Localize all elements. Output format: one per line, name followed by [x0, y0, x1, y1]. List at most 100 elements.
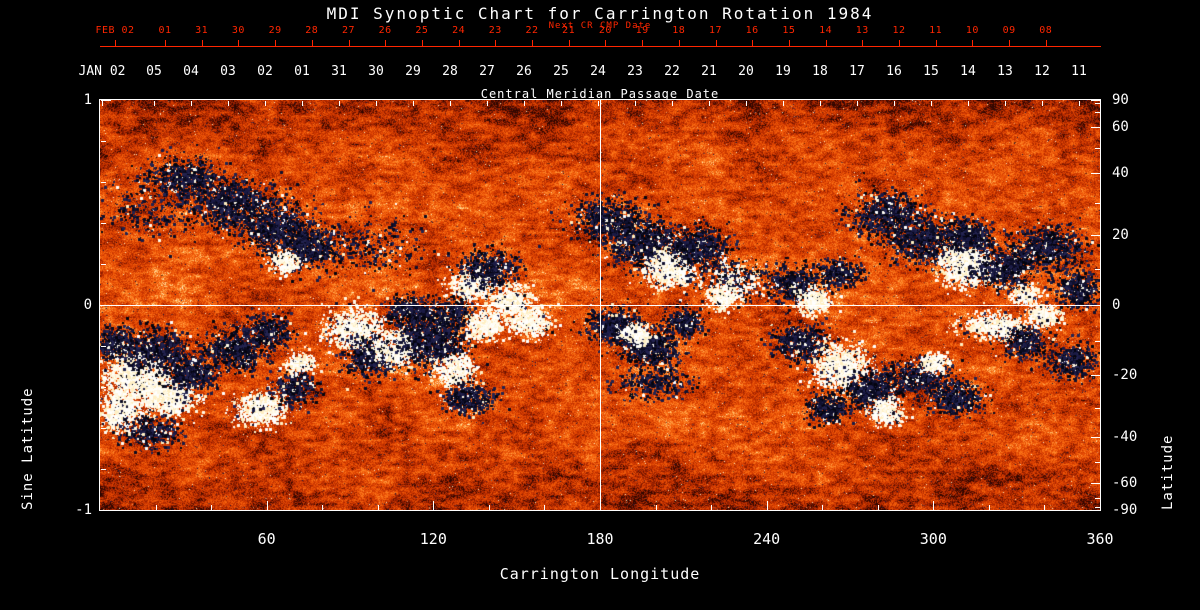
- red-date-label: 15: [782, 25, 796, 36]
- y-left-minor-tick: [101, 387, 106, 388]
- y-right-major-tick: [1091, 234, 1100, 236]
- y-right-tick-label: -20: [1112, 367, 1138, 384]
- red-date-label: 26: [378, 25, 392, 36]
- x-minor-tick: [544, 505, 546, 510]
- x-minor-tick: [988, 505, 990, 510]
- cmp-axis-tick: [413, 101, 414, 106]
- x-major-tick: [1100, 501, 1101, 510]
- cmp-date-label: 27: [479, 64, 495, 79]
- x-minor-tick: [877, 505, 879, 510]
- x-minor-tick: [211, 505, 213, 510]
- x-major-tick: [266, 501, 268, 510]
- y-left-minor-tick: [101, 469, 106, 470]
- cmp-date-label: 14: [960, 64, 976, 79]
- red-axis-tick: [715, 40, 717, 46]
- red-date-label: 13: [855, 25, 869, 36]
- y-left-minor-tick: [101, 346, 106, 347]
- red-axis-tick: [458, 40, 460, 46]
- cmp-axis-tick: [561, 101, 562, 106]
- red-axis-tick: [752, 40, 754, 46]
- red-axis-tick: [972, 40, 974, 46]
- chart-title: MDI Synoptic Chart for Carrington Rotati…: [326, 4, 874, 23]
- red-date-label: 17: [708, 25, 723, 36]
- cmp-date-label: 25: [553, 64, 569, 79]
- red-axis-tick: [421, 40, 423, 46]
- red-date-label: 11: [929, 25, 943, 36]
- red-date-label: 19: [635, 25, 649, 36]
- x-minor-tick: [822, 505, 824, 510]
- cmp-date-label: 05: [146, 64, 162, 79]
- red-axis-tick: [275, 40, 277, 46]
- y-right-minor-tick: [1095, 202, 1100, 204]
- x-minor-tick: [655, 505, 657, 510]
- red-date-label: 14: [819, 25, 833, 36]
- red-axis-tick: [238, 40, 240, 46]
- cmp-date-label: 11: [1071, 64, 1087, 79]
- cmp-axis-tick: [1005, 101, 1006, 106]
- y-right-major-tick: [1091, 482, 1100, 484]
- x-tick-label: 360: [1086, 530, 1114, 548]
- y-right-major-tick: [1091, 173, 1100, 175]
- cmp-axis-tick: [302, 101, 303, 106]
- central-meridian-passage-date-axis-title: Central Meridian Passage Date: [480, 87, 720, 101]
- red-date-label: 20: [598, 25, 612, 36]
- cmp-date-label: 12: [1034, 64, 1050, 79]
- cmp-date-label: 17: [849, 64, 865, 79]
- red-date-label: 24: [452, 25, 466, 36]
- red-date-label: 27: [341, 25, 356, 36]
- red-date-label: 01: [158, 25, 172, 36]
- cmp-date-label: JAN 02: [78, 64, 126, 79]
- x-minor-tick: [488, 505, 490, 510]
- cmp-date-label: 04: [183, 64, 199, 79]
- red-axis-tick: [642, 40, 644, 46]
- x-major-tick: [433, 501, 435, 510]
- cmp-axis-tick: [228, 101, 229, 106]
- cmp-axis-tick: [376, 101, 377, 106]
- cmp-axis-tick: [894, 101, 895, 106]
- cmp-axis-tick: [1079, 101, 1080, 106]
- y-right-major-tick: [1091, 375, 1100, 377]
- red-date-label: 28: [305, 25, 319, 36]
- latitude-axis-title: Latitude: [1160, 434, 1176, 510]
- cmp-axis-tick: [820, 101, 821, 106]
- cmp-axis-tick: [339, 101, 340, 106]
- y-left-major-tick: [101, 100, 111, 101]
- cmp-axis-tick: [709, 101, 710, 106]
- y-left-minor-tick: [101, 182, 106, 183]
- cmp-date-label: 24: [590, 64, 606, 79]
- y-right-minor-tick: [1095, 462, 1100, 464]
- red-axis-tick: [568, 40, 570, 46]
- red-date-label: 21: [562, 25, 576, 36]
- cmp-date-label: 31: [331, 64, 347, 79]
- x-minor-tick: [377, 505, 379, 510]
- red-axis-tick: [788, 40, 790, 46]
- cmp-axis-tick: [265, 101, 266, 106]
- red-axis-tick: [862, 40, 864, 46]
- red-date-label: 29: [268, 25, 282, 36]
- red-axis-tick: [201, 40, 203, 46]
- cmp-axis-tick: [931, 101, 932, 106]
- red-date-label: 12: [892, 25, 906, 36]
- y-left-minor-tick: [101, 141, 106, 142]
- y-right-tick-label: -90: [1112, 502, 1138, 518]
- y-left-minor-tick: [101, 264, 106, 265]
- y-right-tick-label: 40: [1112, 165, 1129, 182]
- cmp-axis-tick: [1042, 101, 1043, 106]
- y-right-major-tick: [1091, 127, 1100, 129]
- cmp-date-label: 13: [997, 64, 1013, 79]
- cmp-date-label: 19: [775, 64, 791, 79]
- cmp-axis-tick: [102, 101, 103, 106]
- red-date-label: 16: [745, 25, 759, 36]
- cmp-axis-tick: [783, 101, 784, 106]
- cmp-axis-tick: [746, 101, 747, 106]
- x-major-tick: [766, 501, 768, 510]
- cmp-date-label: 22: [664, 64, 680, 79]
- y-right-minor-tick: [1095, 147, 1100, 149]
- cmp-date-label: 02: [257, 64, 273, 79]
- x-tick-label: 120: [419, 530, 447, 548]
- x-major-tick: [933, 501, 935, 510]
- cmp-date-label: 18: [812, 64, 828, 79]
- red-date-label: 09: [1002, 25, 1016, 36]
- cmp-date-label: 15: [923, 64, 939, 79]
